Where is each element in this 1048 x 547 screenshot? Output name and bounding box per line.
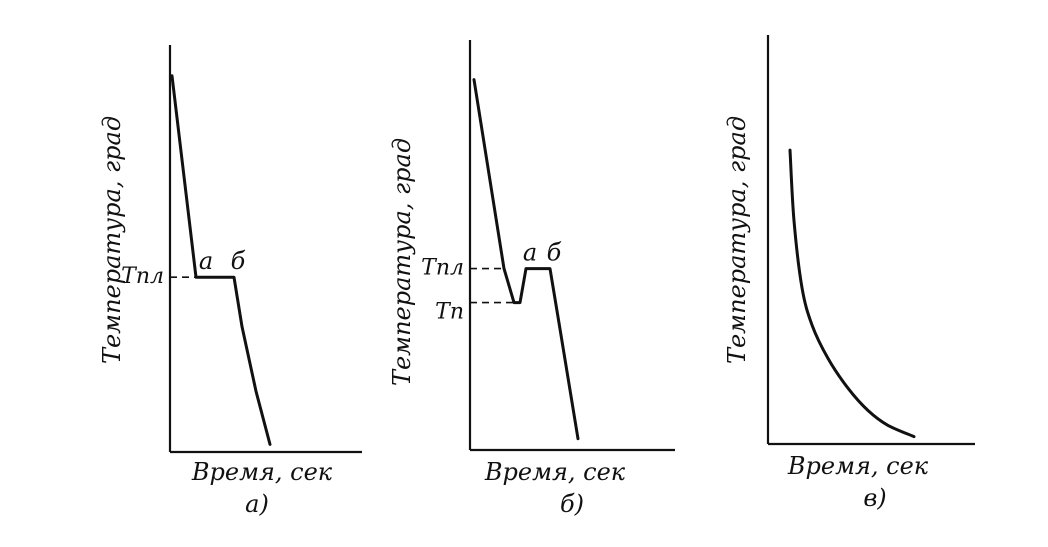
level-label-a-0: Tпл (121, 264, 164, 289)
y-axis-label-b: Температура, град (388, 138, 416, 386)
point-label-b-1: б (547, 239, 562, 267)
series-line-c (788, 148, 916, 439)
y-axis-label-c: Температура, град (723, 116, 751, 364)
level-label-b-1: Tп (435, 300, 464, 325)
point-label-a-1: б (231, 247, 246, 275)
chart-c: Температура, град Время, сек в) (723, 35, 975, 512)
x-axis-label-b: Время, сек (484, 458, 626, 486)
series-line-a (170, 74, 272, 446)
caption-a: а) (245, 490, 269, 518)
levels-b: Tпл Tп (421, 256, 514, 325)
x-axis-label-c: Время, сек (787, 452, 929, 480)
series-line-b (472, 78, 580, 441)
levels-a: Tпл (121, 264, 196, 289)
y-axis-label-a: Температура, град (98, 116, 126, 364)
caption-b: б) (560, 490, 584, 518)
level-label-b-0: Tпл (421, 256, 464, 281)
point-label-a-0: а (199, 247, 213, 275)
caption-c: в) (863, 484, 886, 512)
x-axis-label-a: Время, сек (191, 458, 333, 486)
point-label-b-0: а (523, 239, 537, 267)
